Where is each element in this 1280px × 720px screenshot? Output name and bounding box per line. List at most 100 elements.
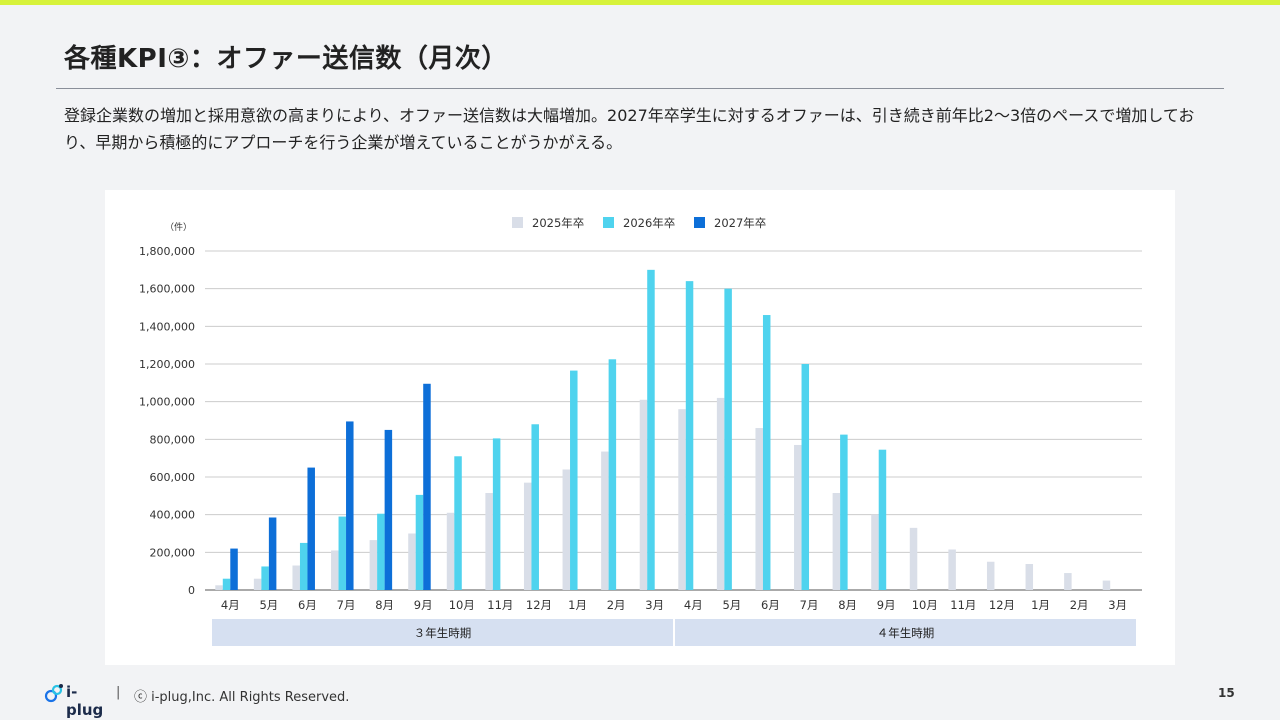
bar-2026年卒-9月 xyxy=(878,449,887,590)
bar-2026年卒-5月 xyxy=(261,566,269,590)
bar-2026年卒-8月 xyxy=(840,434,848,590)
bar-2026年卒-10月 xyxy=(454,456,462,590)
bar-2026年卒-1月 xyxy=(570,370,578,590)
bar-2026年卒-4月 xyxy=(685,281,694,590)
x-tick-label: 6月 xyxy=(298,598,317,612)
y-tick-label: 1,000,000 xyxy=(139,396,195,409)
x-tick-label: 7月 xyxy=(800,598,819,612)
x-tick-label: 9月 xyxy=(877,598,896,612)
bar-2025年卒-2月 xyxy=(1064,573,1072,590)
legend-swatch xyxy=(694,217,705,228)
y-tick-label: 800,000 xyxy=(150,433,196,446)
period-band xyxy=(212,619,673,646)
bar-2025年卒-7月 xyxy=(794,444,802,590)
y-tick-label: 400,000 xyxy=(150,509,196,522)
bar-2025年卒-4月 xyxy=(215,585,223,590)
x-tick-label: 2月 xyxy=(1070,598,1089,612)
bar-2025年卒-6月 xyxy=(292,565,300,590)
legend-swatch xyxy=(512,217,523,228)
bar-2025年卒-10月 xyxy=(909,527,918,590)
y-tick-label: 600,000 xyxy=(150,471,196,484)
y-tick-label: 1,600,000 xyxy=(139,283,195,296)
bar-2025年卒-9月 xyxy=(408,533,416,590)
bar-2026年卒-12月 xyxy=(531,424,539,590)
bar-2026年卒-5月 xyxy=(724,288,732,590)
logo-text: i-plug xyxy=(66,683,104,719)
bar-2027年卒-8月 xyxy=(384,429,393,590)
logo-mark-icon xyxy=(44,684,63,703)
x-tick-label: 3月 xyxy=(1108,598,1127,612)
bar-2026年卒-7月 xyxy=(801,364,810,590)
bar-2025年卒-8月 xyxy=(369,540,378,590)
footer-separator: | xyxy=(116,685,121,700)
x-tick-label: 2月 xyxy=(607,598,626,612)
bar-2025年卒-3月 xyxy=(1102,580,1111,590)
bar-2025年卒-12月 xyxy=(986,561,995,590)
bar-2025年卒-5月 xyxy=(253,578,262,590)
page-title: 各種KPI③：オファー送信数（月次） xyxy=(64,44,508,74)
period-label: ３年生時期 xyxy=(414,626,472,640)
bar-2026年卒-6月 xyxy=(299,542,308,590)
bar-2025年卒-12月 xyxy=(523,482,532,590)
x-tick-label: 8月 xyxy=(375,598,394,612)
bar-2026年卒-9月 xyxy=(415,494,424,590)
legend-label: 2027年卒 xyxy=(714,216,766,230)
x-tick-label: 12月 xyxy=(989,598,1015,612)
title-divider xyxy=(56,88,1224,89)
bar-2025年卒-1月 xyxy=(1025,564,1034,590)
x-tick-label: 10月 xyxy=(449,598,475,612)
bar-2025年卒-7月 xyxy=(331,550,339,590)
bar-2027年卒-9月 xyxy=(423,383,431,590)
x-tick-label: 5月 xyxy=(259,598,278,612)
x-tick-label: 6月 xyxy=(761,598,780,612)
x-tick-label: 10月 xyxy=(912,598,938,612)
y-tick-label: 1,400,000 xyxy=(139,320,195,333)
top-accent-bar xyxy=(0,0,1280,5)
bar-2027年卒-5月 xyxy=(268,517,277,590)
page-number: 15 xyxy=(1218,686,1235,700)
bar-2025年卒-11月 xyxy=(485,493,493,590)
bar-2025年卒-3月 xyxy=(639,399,648,590)
bar-2026年卒-3月 xyxy=(647,269,655,590)
y-tick-label: 1,800,000 xyxy=(139,245,195,258)
bar-2025年卒-4月 xyxy=(678,409,686,590)
x-tick-label: 4月 xyxy=(684,598,703,612)
bar-2026年卒-2月 xyxy=(608,359,617,590)
bar-2026年卒-11月 xyxy=(492,438,501,590)
bar-2026年卒-4月 xyxy=(222,578,231,590)
bar-2027年卒-7月 xyxy=(346,421,354,590)
company-logo: i-plug xyxy=(44,683,108,719)
chart-container: 0 200,000 400,000 600,000 800,000 1,000,000 1,… xyxy=(105,190,1175,665)
x-tick-label: 1月 xyxy=(1031,598,1050,612)
x-tick-label: 11月 xyxy=(950,598,976,612)
bar-2025年卒-1月 xyxy=(562,469,571,590)
y-tick-label: 200,000 xyxy=(150,546,196,559)
legend-label: 2026年卒 xyxy=(623,216,675,230)
x-tick-label: 8月 xyxy=(838,598,857,612)
x-tick-label: 5月 xyxy=(722,598,741,612)
copyright-text: ⓒ i-plug,Inc. All Rights Reserved. xyxy=(134,690,350,705)
x-tick-label: 12月 xyxy=(526,598,552,612)
bar-2026年卒-6月 xyxy=(762,315,771,590)
bar-2026年卒-8月 xyxy=(377,513,385,590)
x-tick-label: 1月 xyxy=(568,598,587,612)
x-tick-label: 11月 xyxy=(487,598,513,612)
bar-2025年卒-6月 xyxy=(755,428,763,590)
offer-count-bar-chart: 0 200,000 400,000 600,000 800,000 1,000,000 1,… xyxy=(139,216,1142,646)
bar-2025年卒-10月 xyxy=(446,512,455,590)
bar-2025年卒-11月 xyxy=(948,549,956,590)
bar-2025年卒-2月 xyxy=(601,451,609,590)
y-tick-label: 0 xyxy=(188,584,195,597)
x-tick-label: 4月 xyxy=(221,598,240,612)
x-tick-label: 3月 xyxy=(645,598,664,612)
slide-description: 登録企業数の増加と採用意欲の高まりにより、オファー送信数は大幅増加。2027年卒… xyxy=(64,106,1195,152)
bar-2027年卒-4月 xyxy=(230,548,238,590)
y-axis-unit-label: （件） xyxy=(165,221,192,233)
legend-swatch xyxy=(603,217,614,228)
x-tick-label: 9月 xyxy=(414,598,433,612)
x-tick-label: 7月 xyxy=(337,598,356,612)
bar-2025年卒-9月 xyxy=(871,514,879,590)
bar-2025年卒-8月 xyxy=(832,493,841,590)
period-label: ４年生時期 xyxy=(877,626,935,640)
period-band xyxy=(675,619,1136,646)
